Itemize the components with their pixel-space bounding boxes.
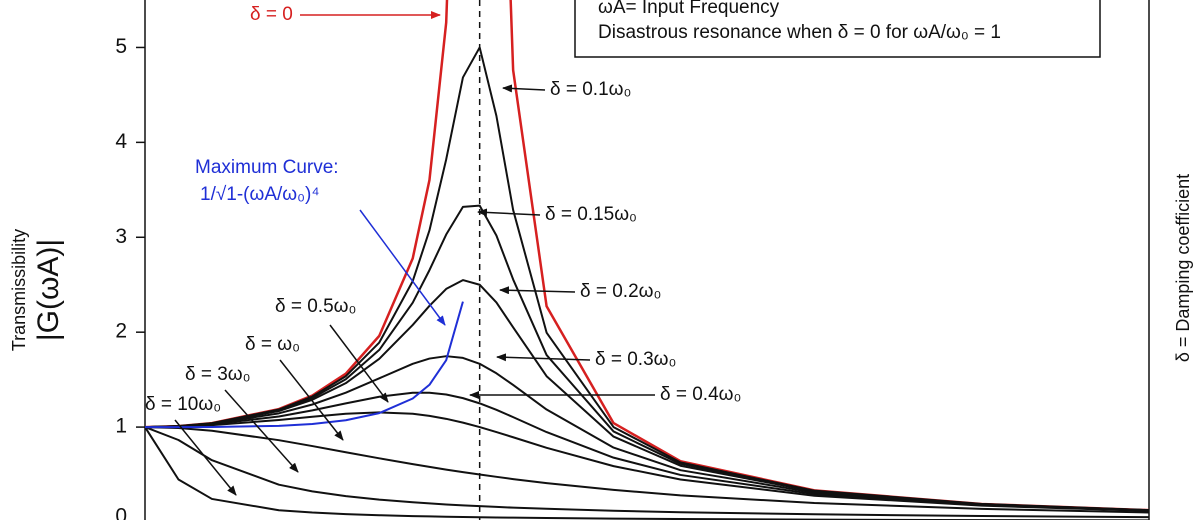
note-box [574, 0, 1101, 58]
series-line [145, 426, 1149, 519]
label-arrow [496, 353, 591, 362]
series-line [145, 411, 1149, 512]
series-label: δ = 0.5ω₀ [275, 296, 356, 317]
series-label: δ = 0.1ω₀ [550, 79, 631, 100]
y-axis-label: Transmissibility [9, 229, 29, 351]
max-curve-formula: 1/√1-(ωA/ω₀)⁴ [200, 184, 320, 205]
label-arrow [502, 84, 546, 93]
series-label: δ = 0.15ω₀ [545, 204, 637, 225]
series-label: δ = 3ω₀ [185, 364, 251, 385]
series-label: δ = 0.3ω₀ [595, 349, 676, 370]
label-arrow [329, 324, 389, 403]
label-arrow [477, 208, 541, 217]
max-curve-title: Maximum Curve: [195, 157, 339, 178]
series-label: δ = 10ω₀ [145, 394, 221, 415]
label-arrow [279, 359, 344, 441]
series-line [145, 391, 1149, 512]
series-line [145, 204, 1149, 512]
note: Disastrous resonance when δ = 0 for ωA/ω… [598, 22, 1001, 43]
series-line [145, 301, 464, 429]
label-arrow [174, 419, 237, 496]
series-line [145, 426, 1149, 514]
y-tick-label: 2 [115, 320, 127, 343]
series-label: δ = 0.4ω₀ [660, 384, 741, 405]
series-label: δ = 0 [250, 4, 293, 25]
y-tick-label: 5 [115, 35, 127, 58]
series-line [145, 0, 1149, 512]
y-tick-label: 0 [115, 505, 127, 520]
series-line [145, 426, 1149, 520]
series-line [145, 355, 1149, 512]
y-tick-label: 1 [115, 415, 127, 438]
label-arrow [359, 209, 446, 326]
y-tick-label: 3 [115, 225, 127, 248]
series-label: δ = ω₀ [245, 334, 300, 355]
series-label: δ = 0.2ω₀ [580, 281, 661, 302]
y-tick-label: 4 [115, 130, 127, 153]
note: ωA= Input Frequency [598, 0, 780, 18]
label-arrow [224, 389, 299, 473]
right-label: δ = Damping coefficient [1173, 174, 1193, 362]
plot-area [145, 0, 1149, 520]
y-axis-symbol: |G(ωA)| [32, 239, 65, 341]
series-line [145, 279, 1149, 512]
label-arrow [499, 286, 576, 295]
